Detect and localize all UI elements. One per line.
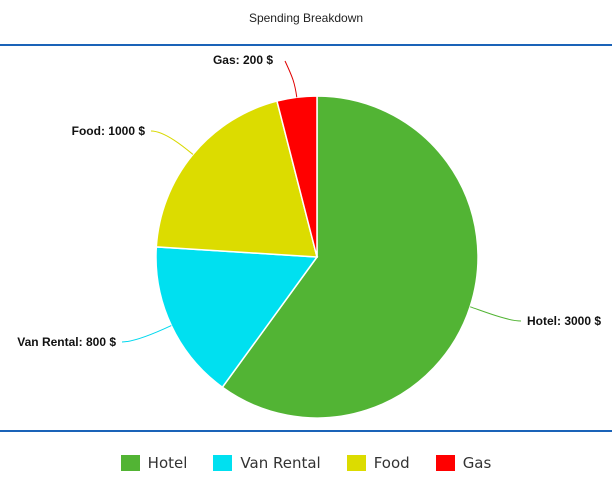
leader-line-hotel [469,306,522,322]
legend-swatch [120,455,140,471]
legend-swatch [346,455,366,471]
leader-line-gas [284,60,298,98]
pie-slice-van-rental[interactable] [155,246,319,389]
pie-chart: Hotel: 3000 $ Van Rental: 800 $ Food: 1000… [17,53,601,419]
leader-line-food [150,130,194,155]
chart-title: Spending Breakdown [248,11,364,25]
pie-slice-food[interactable] [155,100,318,258]
chart-header: Spending Breakdown [0,0,612,46]
legend-label: Hotel [147,454,188,472]
data-label-hotel: Hotel: 3000 $ [527,314,601,328]
data-label-van-rental: Van Rental: 800 $ [17,335,116,349]
legend-label: Van Rental [240,454,321,472]
footer-divider [0,430,612,432]
legend-item-gas[interactable]: Gas [435,454,492,472]
legend-item-van-rental[interactable]: Van Rental [213,454,321,472]
leader-line-van-rental [121,325,172,343]
legend-swatch [213,455,233,471]
legend-item-food[interactable]: Food [346,454,410,472]
data-label-gas: Gas: 200 $ [213,53,273,67]
plot-area: Hotel: 3000 $ Van Rental: 800 $ Food: 1000… [0,46,612,430]
chart-legend: Hotel Van Rental Food Gas [0,452,612,474]
data-label-food: Food: 1000 $ [72,124,146,138]
legend-swatch [435,455,455,471]
legend-label: Gas [462,454,492,472]
legend-label: Food [373,454,410,472]
legend-item-hotel[interactable]: Hotel [120,454,188,472]
